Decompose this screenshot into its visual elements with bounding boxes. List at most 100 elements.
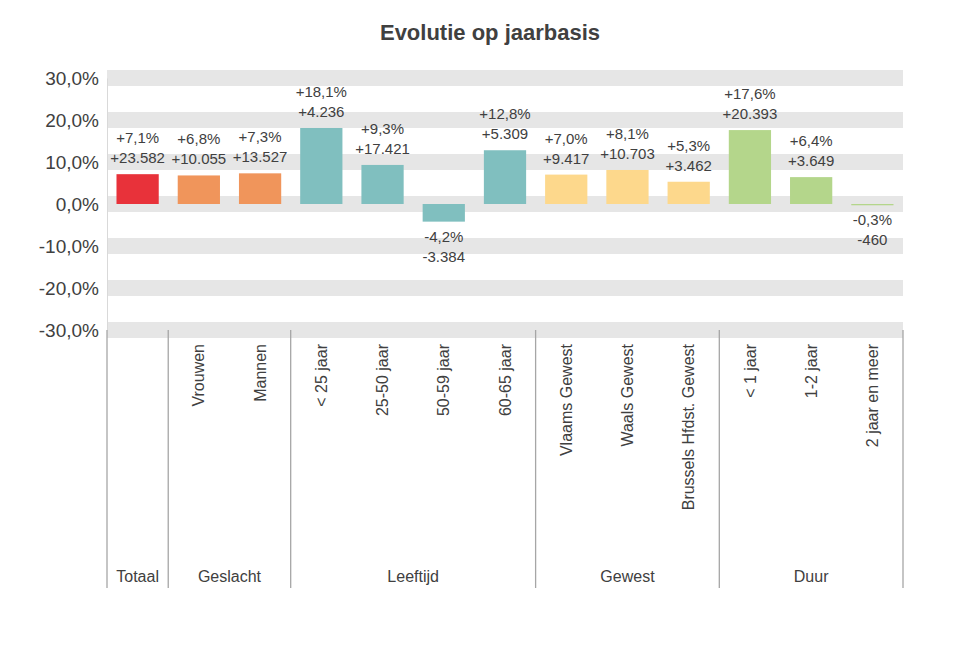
y-tick-label: 30,0% <box>45 68 99 89</box>
change-label: +9.417 <box>543 150 589 167</box>
x-tick-label: 50-59 jaar <box>435 343 452 416</box>
bar <box>729 130 771 204</box>
x-tick-label: Mannen <box>252 344 269 402</box>
y-tick: 30,0% <box>45 68 107 89</box>
change-label: +3.649 <box>788 152 834 169</box>
y-tick: 0,0% <box>56 194 107 215</box>
y-tick-label: 0,0% <box>56 194 99 215</box>
group-label: Geslacht <box>198 568 262 585</box>
group-label: Totaal <box>116 568 159 585</box>
y-axis: -30,0% -20,0% -10,0% 0,0% 10,0% 20,0% 30,0% <box>39 68 108 341</box>
category-groups: Totaal Geslacht Leeftijd Gewest Duur <box>107 330 903 588</box>
grid-line <box>107 322 903 338</box>
data-label: +7,0% <box>545 130 588 147</box>
data-label: +9,3% <box>361 120 404 137</box>
y-tick: -30,0% <box>39 320 107 341</box>
x-tick: Waals Gewest <box>619 343 636 446</box>
data-label: +5,3% <box>667 137 710 154</box>
y-tick: 10,0% <box>45 152 107 173</box>
change-label: +5.309 <box>482 125 528 142</box>
x-tick-label: 60-65 jaar <box>497 343 514 416</box>
data-label: +7,3% <box>239 128 282 145</box>
group-separator <box>535 330 536 588</box>
group-label: Duur <box>794 568 829 585</box>
bar <box>545 175 587 204</box>
group-label: Gewest <box>600 568 655 585</box>
change-label: +10.055 <box>172 150 227 167</box>
bar <box>851 204 893 205</box>
y-tick-label: -10,0% <box>39 236 99 257</box>
change-label: +23.582 <box>110 149 165 166</box>
y-tick-label: -20,0% <box>39 278 99 299</box>
y-tick-label: 10,0% <box>45 152 99 173</box>
x-tick-label: 1-2 jaar <box>803 343 820 398</box>
x-tick-label: Waals Gewest <box>619 343 636 446</box>
x-tick: < 1 jaar <box>742 343 759 397</box>
data-label: +12,8% <box>479 105 530 122</box>
data-label: -0,3% <box>853 211 892 228</box>
x-tick: 2 jaar en meer <box>864 343 881 447</box>
x-tick: 60-65 jaar <box>497 343 514 416</box>
bar <box>668 182 710 204</box>
change-label: +20.393 <box>723 105 778 122</box>
bar <box>239 173 281 204</box>
data-label: -4,2% <box>424 228 463 245</box>
bar <box>790 177 832 204</box>
x-tick: Brussels Hfdst. Gewest <box>680 343 697 510</box>
data-label: +8,1% <box>606 125 649 142</box>
x-tick-label: 25-50 jaar <box>374 343 391 416</box>
x-tick-label: < 1 jaar <box>742 343 759 397</box>
change-label: +3.462 <box>666 157 712 174</box>
group-separator <box>902 330 903 588</box>
group-separator <box>106 330 107 588</box>
y-tick: 20,0% <box>45 110 107 131</box>
bar <box>423 204 465 222</box>
data-label: +6,4% <box>790 132 833 149</box>
x-tick-label: < 25 jaar <box>313 343 330 406</box>
change-label: +4.236 <box>298 103 344 120</box>
y-tick-label: -30,0% <box>39 320 99 341</box>
group-separator <box>719 330 720 588</box>
x-tick-label: Vlaams Gewest <box>558 343 575 456</box>
bar <box>178 175 220 204</box>
grid-line <box>107 70 903 86</box>
data-labels: +7,1% +23.582 +6,8% +10.055 +7,3% +13.527 +18,… <box>110 83 892 265</box>
grid-line <box>107 238 903 254</box>
change-label: +13.527 <box>233 148 288 165</box>
change-label: +10.703 <box>600 145 655 162</box>
group-separator <box>290 330 291 588</box>
x-tick: < 25 jaar <box>313 343 330 406</box>
x-tick: 1-2 jaar <box>803 343 820 398</box>
x-tick: Mannen <box>252 344 269 402</box>
title: Evolutie op jaarbasis <box>380 20 600 45</box>
x-tick: 50-59 jaar <box>435 343 452 416</box>
x-tick: 25-50 jaar <box>374 343 391 416</box>
grid <box>107 78 903 330</box>
data-label: +6,8% <box>177 130 220 147</box>
x-tick: Vrouwen <box>190 344 207 407</box>
grid-line <box>107 280 903 296</box>
y-tick: -20,0% <box>39 278 107 299</box>
group-separator <box>168 330 169 588</box>
y-axis-line <box>107 79 108 331</box>
change-label: +17.421 <box>355 140 410 157</box>
change-label: -3.384 <box>422 248 465 265</box>
bar <box>606 170 648 204</box>
x-tick: Vlaams Gewest <box>558 343 575 456</box>
data-label: +17,6% <box>724 85 775 102</box>
bar <box>361 165 403 204</box>
x-tick-label: Vrouwen <box>190 344 207 407</box>
y-tick: -10,0% <box>39 236 107 257</box>
bar <box>484 150 526 204</box>
group-label: Leeftijd <box>387 568 439 585</box>
bar <box>300 128 342 204</box>
y-tick-label: 20,0% <box>45 110 99 131</box>
data-label: +18,1% <box>296 83 347 100</box>
bar <box>116 174 158 204</box>
chart: Evolutie op jaarbasis -30,0% -20,0% -10,0% 0… <box>0 0 977 664</box>
change-label: -460 <box>857 231 887 248</box>
x-axis: Vrouwen Mannen < 25 jaar 25-50 jaar 50-59 ja… <box>138 343 881 510</box>
data-label: +7,1% <box>116 129 159 146</box>
x-tick-label: Brussels Hfdst. Gewest <box>680 343 697 510</box>
x-tick-label: 2 jaar en meer <box>864 343 881 447</box>
